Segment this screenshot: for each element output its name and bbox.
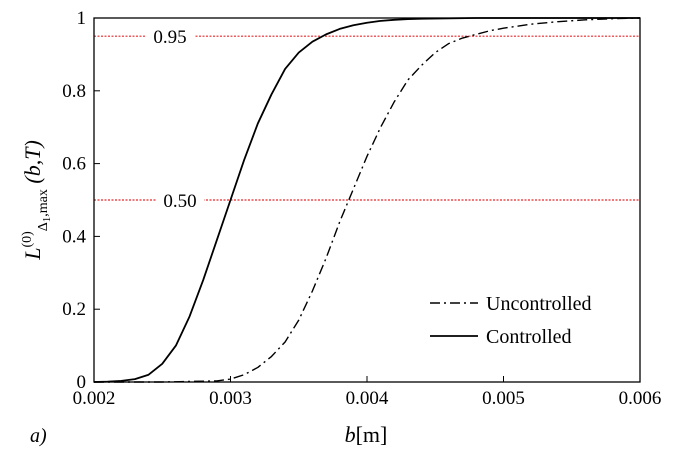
reference-label-bg-0.50 <box>156 189 204 209</box>
y-tick-label-0.2: 0.2 <box>62 299 86 320</box>
ticks-layer: 0.002 0.003 0.004 0.005 0.006 0 0.2 0.4 0.6 0.8 1 <box>62 8 661 409</box>
reference-label-0.50: 0.50 <box>163 191 196 212</box>
series-line-uncontrolled <box>94 17 641 383</box>
y-tick-label-0: 0 <box>77 372 87 393</box>
legend-label-uncontrolled: Uncontrolled <box>486 293 592 315</box>
y-axis-label: L(0)Δ1,max (b,T) <box>20 140 53 261</box>
series-line-controlled <box>93 17 640 383</box>
x-tick-label-0.005: 0.005 <box>482 388 525 409</box>
y-tick-label-0.6: 0.6 <box>62 154 86 175</box>
x-tick-label-0.006: 0.006 <box>619 388 662 409</box>
series-layer <box>93 17 641 383</box>
reference-label-bg-0.95 <box>146 25 194 46</box>
reference-lines <box>94 35 640 201</box>
reference-labels: 0.95 0.50 <box>146 25 204 212</box>
x-tick-label-0.003: 0.003 <box>209 388 252 409</box>
x-tick-label-0.002: 0.002 <box>73 388 116 409</box>
y-tick-label-0.8: 0.8 <box>62 81 86 102</box>
panel-label: a) <box>30 425 47 447</box>
x-tick-label-0.004: 0.004 <box>346 388 389 409</box>
reference-label-0.95: 0.95 <box>153 27 186 48</box>
x-axis-label: b[m] <box>345 422 388 447</box>
y-tick-label-1: 1 <box>77 8 87 29</box>
legend-label-controlled: Controlled <box>486 326 572 348</box>
y-tick-label-0.4: 0.4 <box>62 226 86 247</box>
legend: Uncontrolled Controlled <box>430 293 592 348</box>
